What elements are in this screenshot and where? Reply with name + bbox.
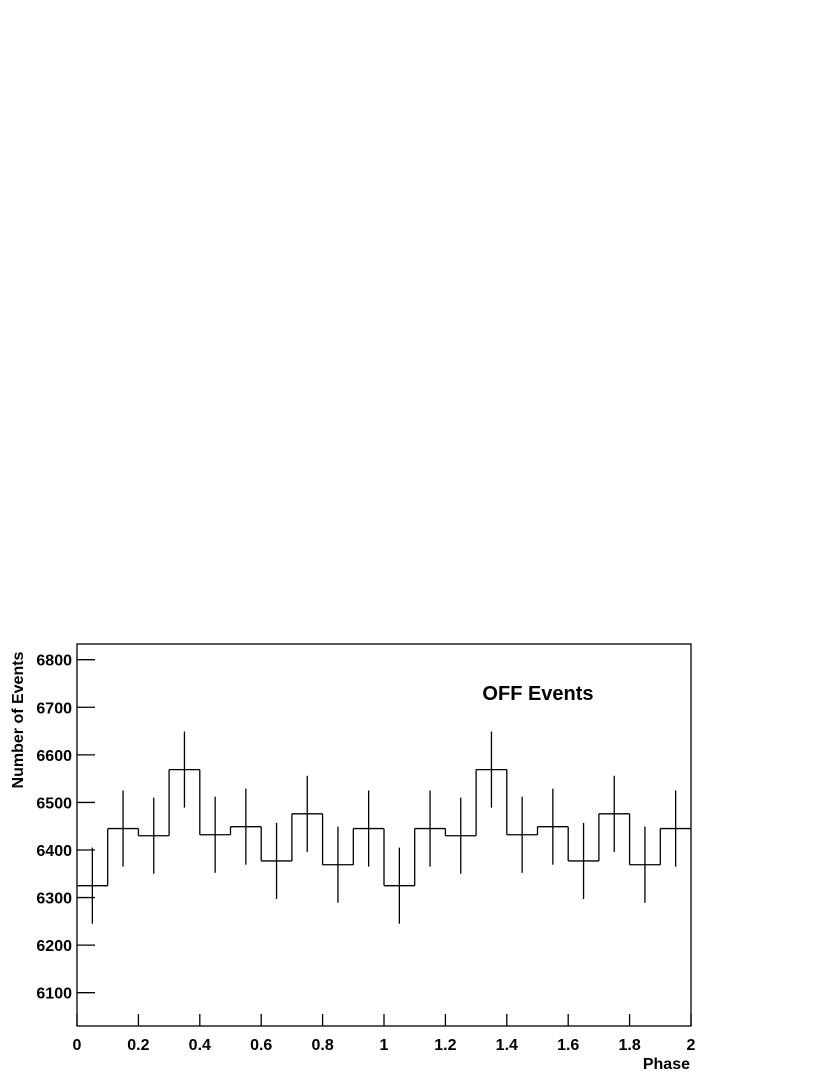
y-tick-label: 6700	[36, 700, 72, 717]
x-tick-label: 0.8	[311, 1037, 333, 1054]
x-axis-label: Phase	[643, 1056, 690, 1073]
x-tick-label: 0.2	[127, 1037, 149, 1054]
y-tick-label: 6100	[36, 986, 72, 1003]
x-tick-label: 1.2	[434, 1037, 456, 1054]
y-tick-label: 6300	[36, 891, 72, 908]
x-tick-label: 1.4	[496, 1037, 518, 1054]
y-axis-label: Number of Events	[10, 651, 27, 788]
y-tick-label: 6600	[36, 748, 72, 765]
x-tick-label: 1	[380, 1037, 389, 1054]
x-tick-label: 1.8	[618, 1037, 640, 1054]
y-tick-label: 6500	[36, 795, 72, 812]
annotation: OFF Events	[482, 683, 593, 705]
x-tick-label: 1.6	[557, 1037, 579, 1054]
x-tick-label: 0.6	[250, 1037, 272, 1054]
x-tick-label: 0.4	[189, 1037, 211, 1054]
x-tick-label: 2	[687, 1037, 696, 1054]
y-tick-label: 6400	[36, 843, 72, 860]
x-tick-label: 0	[73, 1037, 82, 1054]
y-tick-label: 6200	[36, 938, 72, 955]
y-tick-label: 6800	[36, 653, 72, 670]
